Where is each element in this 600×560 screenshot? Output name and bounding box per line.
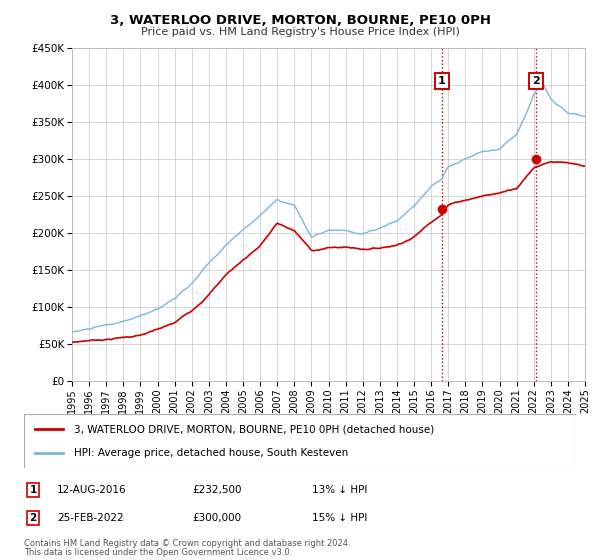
Text: £232,500: £232,500 xyxy=(192,485,241,495)
Text: 25-FEB-2022: 25-FEB-2022 xyxy=(57,513,124,523)
Text: This data is licensed under the Open Government Licence v3.0.: This data is licensed under the Open Gov… xyxy=(24,548,292,557)
Text: 12-AUG-2016: 12-AUG-2016 xyxy=(57,485,127,495)
Text: Contains HM Land Registry data © Crown copyright and database right 2024.: Contains HM Land Registry data © Crown c… xyxy=(24,539,350,548)
Text: £300,000: £300,000 xyxy=(192,513,241,523)
Text: 2: 2 xyxy=(29,513,37,523)
Text: 1: 1 xyxy=(438,76,446,86)
Text: 3, WATERLOO DRIVE, MORTON, BOURNE, PE10 0PH: 3, WATERLOO DRIVE, MORTON, BOURNE, PE10 … xyxy=(110,14,491,27)
FancyBboxPatch shape xyxy=(24,414,576,468)
Text: Price paid vs. HM Land Registry's House Price Index (HPI): Price paid vs. HM Land Registry's House … xyxy=(140,27,460,37)
Text: 13% ↓ HPI: 13% ↓ HPI xyxy=(312,485,367,495)
Text: 15% ↓ HPI: 15% ↓ HPI xyxy=(312,513,367,523)
Text: 1: 1 xyxy=(29,485,37,495)
Text: 2: 2 xyxy=(532,76,540,86)
Text: 3, WATERLOO DRIVE, MORTON, BOURNE, PE10 0PH (detached house): 3, WATERLOO DRIVE, MORTON, BOURNE, PE10 … xyxy=(74,424,434,435)
Text: HPI: Average price, detached house, South Kesteven: HPI: Average price, detached house, Sout… xyxy=(74,447,348,458)
